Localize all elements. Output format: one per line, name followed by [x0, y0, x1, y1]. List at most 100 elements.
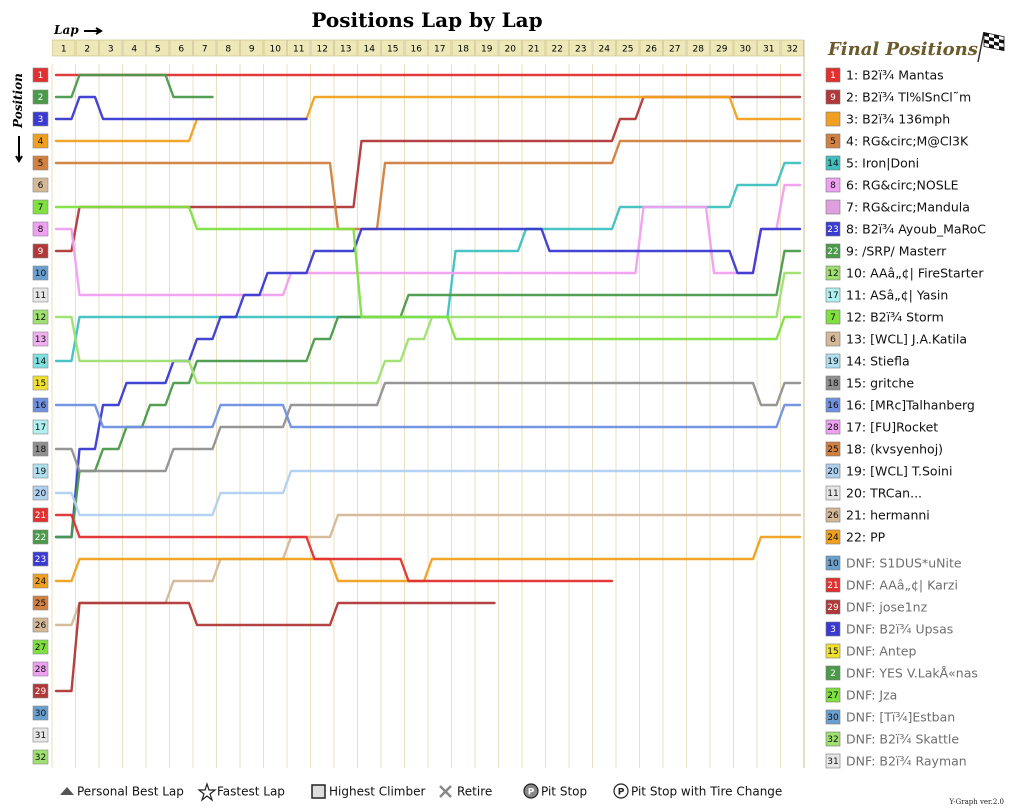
grid-position-box [32, 727, 49, 743]
final-grid-label: 19 [827, 357, 839, 367]
grid-position-label: 2 [38, 93, 44, 103]
series-line [54, 95, 802, 143]
grid-position-box [32, 353, 49, 369]
final-driver: 1: B2ï¾ Mantas [846, 68, 944, 83]
y-axis-label: Position [11, 73, 25, 129]
y-axis-arrow [15, 136, 23, 163]
final-grid-label: 6 [830, 335, 836, 345]
lap-label: 18 [458, 45, 470, 55]
lap-label: 2 [84, 45, 90, 55]
grid-position-box [32, 683, 49, 699]
dnf-driver: DNF: B2ï¾ Upsas [846, 622, 953, 637]
grid-position-box [32, 463, 49, 479]
grid-position-label: 25 [35, 599, 46, 609]
version-label: Y-Graph ver.2.0 [948, 798, 1004, 806]
final-driver: 13: [WCL] J.A.Katila [846, 332, 967, 347]
lap-label: 15 [387, 45, 398, 55]
dnf-driver: DNF: B2ï¾ Skattle [846, 732, 959, 747]
lap-cell [522, 39, 546, 57]
final-grid-label: 24 [827, 533, 839, 543]
final-grid-label: 8 [830, 181, 836, 191]
final-grid-box [825, 155, 841, 171]
final-grid-label: 27 [827, 691, 838, 701]
dnf-driver: DNF: [Tï¾]Estban [846, 710, 955, 725]
grid-position-label: 14 [35, 357, 47, 367]
grid-position-label: 17 [35, 423, 46, 433]
lap-label: 17 [434, 45, 445, 55]
lap-cell [216, 39, 240, 57]
grid-position-label: 19 [35, 467, 47, 477]
lap-cell [169, 39, 193, 57]
lap-label: 26 [646, 45, 658, 55]
lap-cell [616, 39, 640, 57]
final-driver: 14: Stiefla [846, 354, 910, 369]
lap-label: 6 [178, 45, 184, 55]
lap-label: 25 [622, 45, 633, 55]
grid-position-box [32, 177, 49, 193]
lap-label: 19 [481, 45, 493, 55]
final-grid-box [825, 353, 841, 369]
final-driver: 7: RG&circ;Mandula [846, 200, 970, 215]
grid-position-label: 16 [35, 401, 47, 411]
final-driver: 6: RG&circ;NOSLE [846, 178, 959, 193]
grid-position-box [32, 243, 49, 259]
lap-label: 7 [202, 45, 208, 55]
final-grid-label: 12 [827, 269, 838, 279]
x-axis-label: Lap [53, 23, 79, 37]
grid-position-label: 20 [35, 489, 47, 499]
final-grid-box [825, 133, 841, 149]
legend-cross-icon [439, 785, 452, 798]
lap-cell [780, 39, 804, 57]
lap-cell [381, 39, 405, 57]
lap-label: 31 [763, 45, 774, 55]
final-grid-box [825, 397, 841, 413]
lap-label: 32 [787, 45, 798, 55]
grid-position-box [32, 529, 49, 545]
lap-cell [451, 39, 475, 57]
final-grid-box [825, 199, 841, 215]
lap-label: 23 [575, 45, 586, 55]
grid-position-box [32, 199, 49, 215]
grid-position-label: 10 [35, 269, 47, 279]
final-grid-label: 1 [830, 71, 836, 81]
lap-label: 28 [693, 45, 705, 55]
final-grid-label: 31 [827, 757, 838, 767]
lap-cell [639, 39, 663, 57]
legend-pit-letter: P [528, 788, 535, 798]
final-driver: 2: B2ï¾ Tl%lSnCl˜m [846, 90, 971, 105]
final-grid-box [825, 221, 841, 237]
final-grid-box [825, 665, 841, 681]
series-line [54, 513, 802, 627]
final-positions-list: 1 1: B2ï¾ Mantas 9 2: B2ï¾ Tl%lSnCl˜m 3: B2ï… [825, 68, 986, 769]
lap-cell [357, 39, 381, 57]
grid-position-label: 6 [38, 181, 44, 191]
lap-header: 1 2 3 4 5 6 7 8 9 10 11 12 13 14 15 16 17 18 19 20 21 22 23 24 2… [52, 39, 804, 57]
grid-position-label: 31 [35, 731, 46, 741]
final-driver: 12: B2ï¾ Storm [846, 310, 944, 325]
legend-label: Pit Stop [541, 785, 587, 799]
final-driver: 5: Iron|Doni [846, 156, 919, 171]
lap-cell [428, 39, 452, 57]
lap-label: 30 [740, 45, 752, 55]
lap-label: 10 [270, 45, 282, 55]
legend-label: Pit Stop with Tire Change [631, 785, 782, 799]
final-grid-label: 29 [827, 603, 839, 613]
lap-label: 9 [249, 45, 255, 55]
series-line [54, 469, 802, 517]
final-driver: 17: [FU]Rocket [846, 420, 938, 435]
final-grid-label: 15 [827, 647, 838, 657]
final-driver: 3: B2ï¾ 136mph [846, 112, 950, 127]
grid-position-label: 32 [35, 753, 46, 763]
grid-position-box [32, 89, 49, 105]
final-grid-label: 7 [830, 313, 836, 323]
lap-cell [52, 39, 76, 57]
lap-label: 5 [155, 45, 161, 55]
lap-cell [686, 39, 710, 57]
final-grid-box [825, 375, 841, 391]
series-line [54, 601, 496, 693]
final-grid-box [825, 463, 841, 479]
final-grid-box [825, 577, 841, 593]
lap-cell [146, 39, 170, 57]
legend-label: Highest Climber [329, 785, 425, 799]
